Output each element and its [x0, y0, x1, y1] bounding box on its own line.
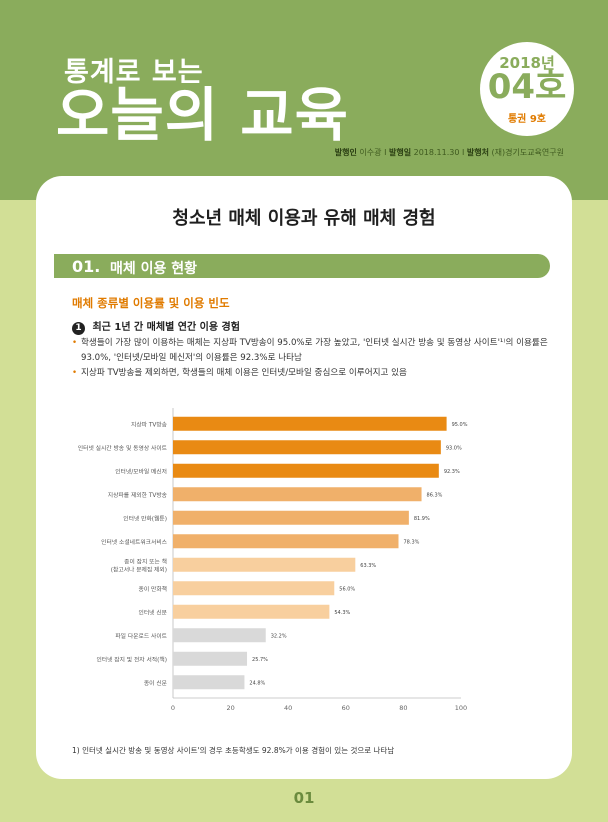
date-label: 발행일 — [388, 148, 412, 157]
badge-issue: 04호 — [487, 67, 567, 107]
category-label: 종이 신문 — [144, 679, 168, 687]
subsection-heading: 매체 종류별 이용률 및 이용 빈도 — [72, 296, 230, 310]
bar-chart: 지상파 TV방송 95.0% 인터넷 실시간 방송 및 동영상 사이트 93.0% 인터… — [78, 408, 468, 712]
category-label: 종이 만화책 — [138, 585, 167, 593]
badge-total: 통권 9호 — [507, 114, 547, 125]
item-title: 최근 1년 간 매체별 연간 이용 경험 — [92, 322, 240, 333]
header-subtitle: 통계로 보는 — [64, 57, 204, 88]
pub-date: 2018.11.30 — [413, 148, 460, 157]
bullet-item: 학생들이 가장 많이 이용하는 매체는 지상파 TV방송이 95.0%로 가장 … — [72, 336, 556, 366]
section-title: 매체 이용 현황 — [110, 261, 198, 277]
bar — [173, 487, 422, 502]
value-label: 78.3% — [404, 539, 420, 545]
value-label: 93.0% — [446, 445, 462, 451]
category-label: 종이 잡지 또는 책 — [124, 557, 167, 565]
x-tick-label: 20 — [226, 704, 234, 712]
badge-year: 2018년 — [499, 54, 555, 72]
category-label: 지상파 TV방송 — [131, 420, 168, 428]
bar — [173, 581, 335, 596]
bar — [173, 557, 356, 572]
publisher: 이수광 — [359, 148, 382, 157]
page-number: 01 — [293, 789, 315, 807]
value-label: 86.3% — [427, 492, 443, 498]
bullet-item: 지상파 TV방송을 제외하면, 학생들의 매체 이용은 인터넷/모바일 중심으로… — [72, 366, 556, 381]
x-tick-label: 40 — [284, 704, 292, 712]
category-label: 인터넷 신문 — [138, 608, 167, 616]
page-title: 청소년 매체 이용과 유해 매체 경험 — [172, 208, 436, 229]
x-tick-label: 60 — [342, 704, 350, 712]
section-number: 01. — [72, 257, 101, 276]
bar — [173, 604, 330, 619]
value-label: 25.7% — [252, 657, 268, 663]
value-label: 54.3% — [334, 610, 350, 616]
category-label: 인터넷 잡지 및 전자 서적(책) — [96, 655, 167, 663]
bar — [173, 510, 409, 525]
bar — [173, 534, 399, 549]
x-tick-label: 80 — [399, 704, 407, 712]
category-label: (참고서나 문제집 제외) — [111, 565, 167, 573]
item-number: 1 — [72, 322, 85, 335]
value-label: 92.3% — [444, 469, 460, 475]
bar — [173, 628, 266, 643]
bullet-list: 학생들이 가장 많이 이용하는 매체는 지상파 TV방송이 95.0%로 가장 … — [72, 336, 556, 381]
value-label: 81.9% — [414, 516, 430, 522]
bar — [173, 651, 248, 666]
item-heading: 1 최근 1년 간 매체별 연간 이용 경험 — [72, 318, 240, 335]
x-tick-label: 100 — [455, 704, 467, 712]
value-label: 24.8% — [249, 680, 265, 686]
value-label: 63.3% — [360, 563, 376, 569]
bar — [173, 675, 245, 690]
org-label: 발행처 — [466, 148, 489, 157]
footnote: 1) 인터넷 실시간 방송 및 동영상 사이트'의 경우 초등학생도 92.8%… — [72, 746, 395, 755]
category-label: 지상파를 제외한 TV방송 — [108, 491, 168, 499]
category-label: 인터넷 실시간 방송 및 동영상 사이트 — [78, 444, 168, 452]
content-card: 청소년 매체 이용과 유해 매체 경험 01. 매체 이용 현황 매체 종류별 … — [36, 176, 572, 779]
category-label: 인터넷 만화(웹툰) — [123, 514, 167, 522]
category-label: 인터넷/모바일 메신저 — [115, 467, 167, 475]
separator: I — [461, 148, 465, 157]
section-header: 01. 매체 이용 현황 — [54, 254, 550, 278]
x-tick-label: 0 — [171, 704, 175, 712]
bar — [173, 416, 447, 431]
header-title: 오늘의 교육 — [56, 81, 349, 149]
value-label: 32.2% — [271, 633, 287, 639]
publication-info: 발행인 이수광 I 발행일 2018.11.30 I 발행처 (재)경기도교육연… — [0, 147, 564, 158]
bar — [173, 440, 441, 455]
value-label: 95.0% — [452, 422, 468, 428]
publisher-org: (재)경기도교육연구원 — [491, 148, 564, 157]
separator: I — [384, 148, 387, 157]
bar — [173, 463, 439, 478]
issue-badge: 2018년 04호 통권 9호 — [480, 42, 574, 136]
value-label: 56.0% — [339, 586, 355, 592]
publisher-label: 발행인 — [334, 148, 357, 157]
category-label: 파일 다운로드 사이트 — [115, 632, 167, 640]
category-label: 인터넷 소셜네트워크서비스 — [101, 538, 168, 546]
